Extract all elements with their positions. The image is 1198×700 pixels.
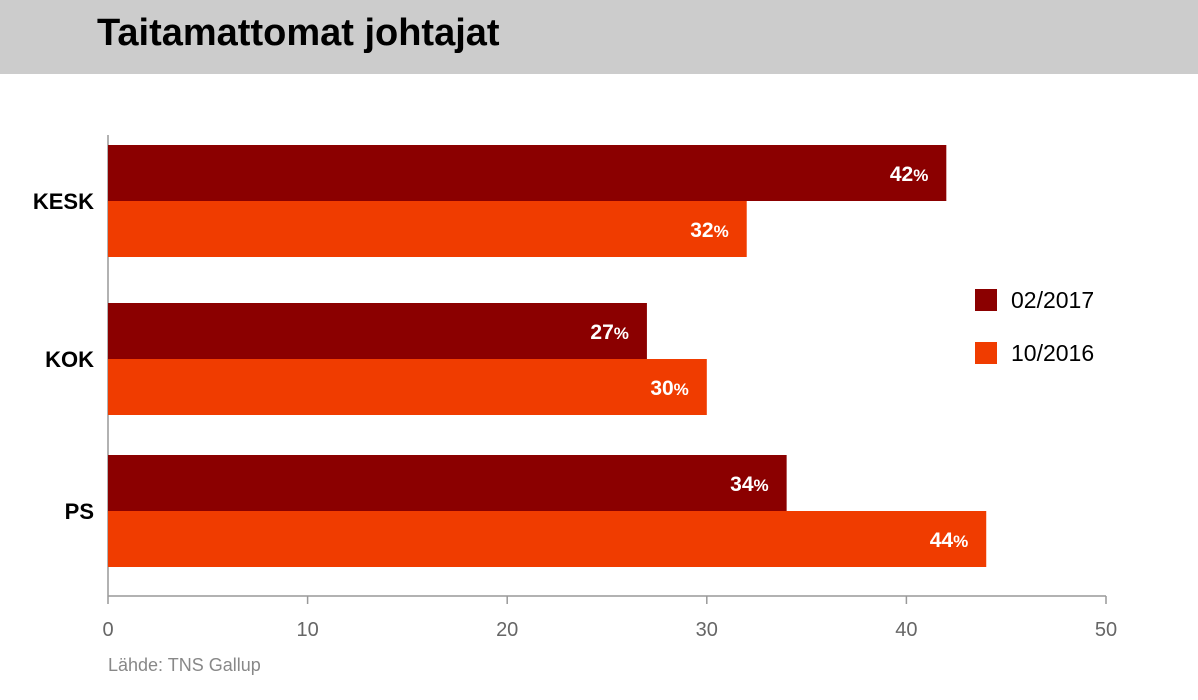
x-tick-label: 30	[696, 619, 718, 641]
x-tick-label: 50	[1095, 619, 1117, 641]
x-tick-label: 0	[102, 619, 113, 641]
x-tick-label: 20	[496, 619, 518, 641]
legend-label: 10/2016	[1011, 340, 1094, 366]
bar-data-label: 30%	[650, 377, 688, 400]
bar-data-label: 42%	[890, 163, 928, 186]
bar	[108, 201, 747, 257]
bar-data-label: 27%	[590, 321, 628, 344]
category-label: PS	[65, 499, 94, 524]
bar	[108, 455, 787, 511]
bar	[108, 359, 707, 415]
x-tick-label: 40	[895, 619, 917, 641]
title-bar: Taitamattomat johtajat	[0, 0, 1198, 74]
category-label: KOK	[45, 347, 94, 372]
bar-data-label: 34%	[730, 473, 768, 496]
bar	[108, 511, 987, 567]
bar	[108, 145, 947, 201]
legend-swatch	[975, 289, 997, 311]
category-label: KESK	[33, 189, 94, 214]
x-tick-label: 10	[296, 619, 318, 641]
source-note: Lähde: TNS Gallup	[108, 655, 261, 675]
bar-data-label: 32%	[690, 219, 728, 242]
bar	[108, 303, 647, 359]
legend-label: 02/2017	[1011, 287, 1094, 313]
bars: 42% 32% 27% 30% 34% 44%	[108, 145, 987, 567]
bar-data-label: 44%	[930, 529, 968, 552]
legend: 02/2017 10/2016	[975, 287, 1094, 366]
legend-swatch	[975, 342, 997, 364]
chart-title: Taitamattomat johtajat	[97, 12, 500, 54]
axes: 0 10 20 30 40 50 KESK KOK PS	[33, 135, 1117, 641]
